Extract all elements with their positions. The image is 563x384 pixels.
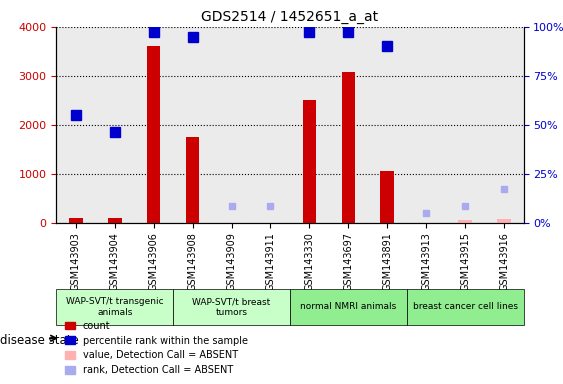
Bar [95, 27, 134, 223]
Bar [342, 72, 355, 223]
Bar [302, 100, 316, 223]
Bar [381, 171, 394, 223]
FancyBboxPatch shape [290, 289, 406, 324]
Bar [290, 27, 329, 223]
Title: GDS2514 / 1452651_a_at: GDS2514 / 1452651_a_at [202, 10, 378, 25]
Bar [458, 220, 472, 223]
Bar [446, 27, 485, 223]
Bar [134, 27, 173, 223]
Text: breast cancer cell lines: breast cancer cell lines [413, 303, 518, 311]
Bar [212, 27, 251, 223]
Bar [329, 27, 368, 223]
Bar [497, 219, 511, 223]
Bar [251, 27, 290, 223]
Text: WAP-SVT/t transgenic
animals: WAP-SVT/t transgenic animals [66, 297, 163, 317]
Legend: count, percentile rank within the sample, value, Detection Call = ABSENT, rank, : count, percentile rank within the sample… [61, 317, 252, 379]
Bar [147, 46, 160, 223]
Bar [56, 27, 95, 223]
Text: WAP-SVT/t breast
tumors: WAP-SVT/t breast tumors [193, 297, 271, 317]
FancyBboxPatch shape [173, 289, 290, 324]
FancyBboxPatch shape [56, 289, 173, 324]
Bar [108, 218, 122, 223]
Bar [485, 27, 524, 223]
Bar [173, 27, 212, 223]
FancyBboxPatch shape [406, 289, 524, 324]
Text: disease state: disease state [0, 334, 79, 347]
Bar [368, 27, 406, 223]
Bar [406, 27, 446, 223]
Bar [186, 137, 199, 223]
Bar [69, 218, 83, 223]
Text: normal NMRI animals: normal NMRI animals [300, 303, 396, 311]
